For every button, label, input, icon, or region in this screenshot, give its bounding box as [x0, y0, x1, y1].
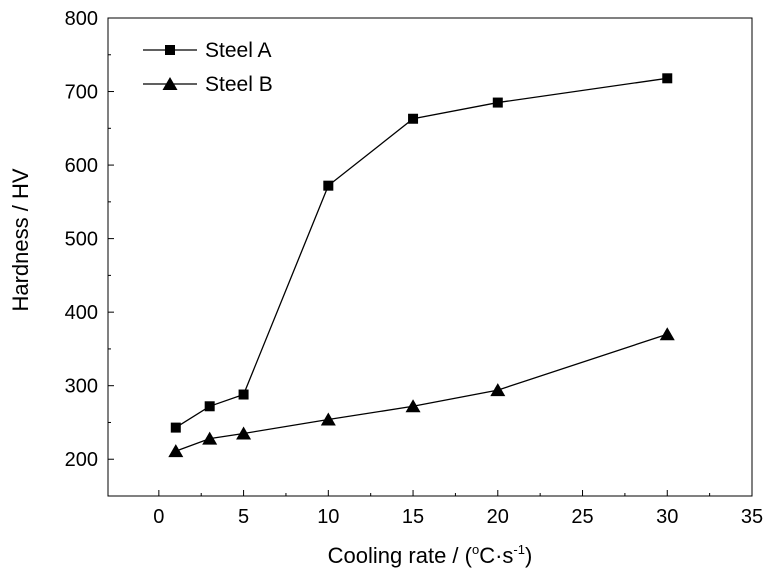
series-line [175, 77, 668, 429]
y-tick-label: 400 [65, 302, 98, 324]
y-tick-label: 600 [65, 155, 98, 177]
x-tick-label: 25 [571, 506, 593, 528]
legend-label: Steel B [205, 73, 273, 96]
legend: Steel A Steel B [143, 39, 273, 96]
y-axis-label: Hardness / HV [8, 168, 33, 311]
data-point [405, 399, 421, 413]
x-tick-label: 10 [317, 506, 339, 528]
data-point [662, 73, 673, 84]
x-tick-label: 35 [741, 506, 763, 528]
legend-label: Steel A [205, 39, 272, 62]
x-tick-label: 20 [487, 506, 509, 528]
series-steel-a [170, 73, 673, 433]
legend-marker [165, 45, 175, 55]
data-point [492, 97, 503, 108]
data-point [170, 422, 181, 433]
y-tick-label: 300 [65, 376, 98, 398]
series-steel-b [168, 327, 675, 458]
x-axis-label: Cooling rate / (oC·s-1) [328, 542, 533, 568]
legend-item: Steel A [143, 39, 272, 62]
series-line [175, 333, 668, 452]
x-tick-label: 5 [238, 506, 249, 528]
data-point [202, 431, 218, 445]
x-tick-label: 0 [153, 506, 164, 528]
legend-marker [162, 77, 178, 90]
data-point [238, 389, 249, 400]
plot-frame [107, 17, 753, 497]
data-point [659, 327, 675, 341]
legend-item: Steel B [143, 73, 273, 96]
data-point [323, 180, 334, 191]
data-point [320, 412, 336, 426]
data-point [204, 401, 215, 412]
data-point [408, 113, 419, 124]
data-point [236, 426, 252, 440]
axis-ticks: 0 5 10 15 20 25 30 35 200 300 400 500 600 700 800 [65, 8, 764, 528]
y-tick-label: 700 [65, 82, 98, 104]
x-tick-label: 15 [402, 506, 424, 528]
series-layer [168, 73, 675, 458]
data-point [490, 383, 506, 397]
x-tick-label: 30 [656, 506, 678, 528]
y-tick-label: 800 [65, 8, 98, 30]
data-point [168, 444, 184, 458]
y-tick-label: 200 [65, 449, 98, 471]
y-tick-label: 500 [65, 229, 98, 251]
